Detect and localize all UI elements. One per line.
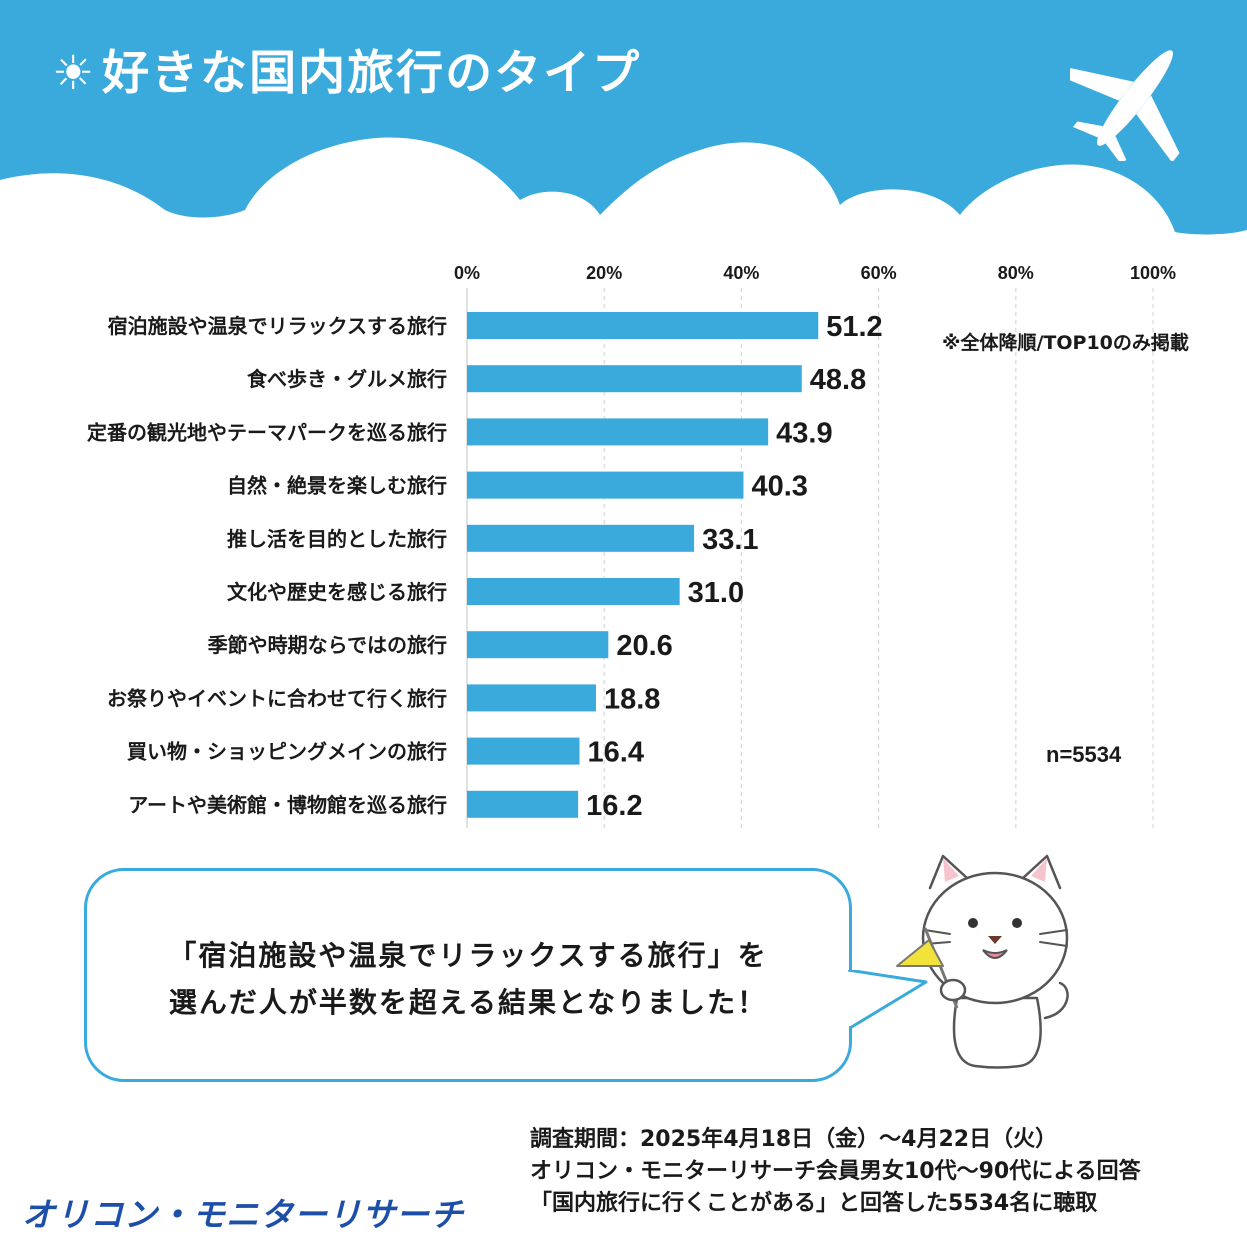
bubble-line-1: 「宿泊施設や温泉でリラックスする旅行」を <box>168 939 768 972</box>
bubble-line-2: 選んだ人が半数を超える結果となりました！ <box>168 986 768 1019</box>
cloud-banner-background <box>0 0 1247 235</box>
bar <box>467 524 695 552</box>
sort-note: ※全体降順/TOP10のみ掲載 <box>942 332 1189 354</box>
survey-period: 調査期間：2025年4月18日（金）～4月22日（火） <box>530 1127 1058 1152</box>
category-label: 自然・絶景を楽しむ旅行 <box>227 474 447 498</box>
category-label: 文化や歴史を感じる旅行 <box>227 580 447 604</box>
bar <box>467 312 819 339</box>
bar <box>467 790 579 818</box>
cat-mascot-icon <box>896 854 1069 1069</box>
survey-respondents: オリコン・モニターリサーチ会員男女10代～90代による回答 <box>530 1159 1141 1184</box>
bar <box>467 684 596 712</box>
value-label: 20.6 <box>616 630 672 662</box>
bar <box>467 737 580 765</box>
speech-bubble <box>84 868 852 1082</box>
value-label: 16.4 <box>588 737 644 769</box>
category-label: アートや美術館・博物館を巡る旅行 <box>128 793 447 817</box>
brand-logo: オリコン・モニターリサーチ <box>22 1195 464 1234</box>
category-label: 食べ歩き・グルメ旅行 <box>247 367 447 391</box>
sun-icon: ☀ <box>52 46 97 101</box>
header-banner: ☀ 好きな国内旅行のタイプ <box>0 0 1247 260</box>
bar <box>467 578 680 605</box>
category-label: 買い物・ショッピングメインの旅行 <box>127 740 447 764</box>
survey-info: 調査期間：2025年4月18日（金）～4月22日（火） オリコン・モニターリサー… <box>530 1124 1141 1220</box>
category-label: 定番の観光地やテーマパークを巡る旅行 <box>87 420 447 444</box>
sample-size: n=5534 <box>1046 742 1122 767</box>
speech-bubble-text: 「宿泊施設や温泉でリラックスする旅行」を 選んだ人が半数を超える結果となりました… <box>84 932 852 1026</box>
x-tick-label: 80% <box>998 263 1034 283</box>
page-title: ☀ 好きな国内旅行のタイプ <box>52 34 641 103</box>
bar-chart: 0% 20% 40% 60% 80% 100% 宿泊施設や温泉でリラックスする旅行食べ歩き… <box>87 263 1176 828</box>
value-label: 48.8 <box>810 364 866 396</box>
category-label: 推し活を目的とした旅行 <box>227 527 447 551</box>
airplane-icon <box>1070 50 1180 161</box>
value-label: 16.2 <box>586 790 642 822</box>
bar <box>467 471 744 499</box>
value-label: 33.1 <box>702 524 758 556</box>
title-text: 好きな国内旅行のタイプ <box>102 46 642 101</box>
x-tick-label: 60% <box>861 263 897 283</box>
bar <box>467 631 609 659</box>
value-label: 18.8 <box>604 683 660 715</box>
x-tick-label: 20% <box>586 263 622 283</box>
bar <box>467 365 802 393</box>
value-label: 40.3 <box>751 471 807 503</box>
value-label: 51.2 <box>826 311 882 343</box>
value-label: 43.9 <box>776 417 832 449</box>
survey-condition: 「国内旅行に行くことがある」と回答した5534名に聴取 <box>530 1191 1098 1216</box>
bar <box>467 418 769 446</box>
category-label: 宿泊施設や温泉でリラックスする旅行 <box>108 314 447 338</box>
x-tick-label: 0% <box>454 263 480 283</box>
x-tick-label: 100% <box>1130 263 1176 283</box>
category-label: 季節や時期ならではの旅行 <box>207 633 447 657</box>
speech-bubble-tail <box>848 970 928 1030</box>
x-tick-label: 40% <box>723 263 759 283</box>
value-label: 31.0 <box>688 577 744 609</box>
category-label: お祭りやイベントに合わせて行く旅行 <box>107 686 447 710</box>
